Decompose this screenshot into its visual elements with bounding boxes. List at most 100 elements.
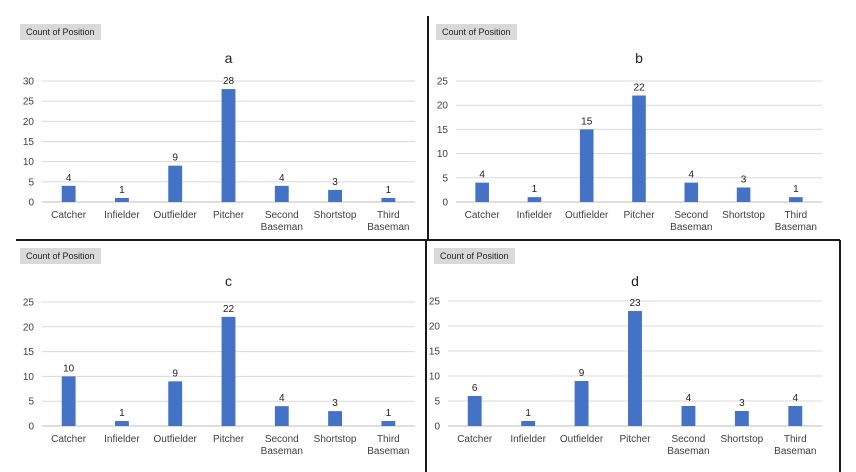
x-tick-label: Shortstop (722, 210, 765, 221)
bar (221, 89, 236, 202)
bar (381, 197, 396, 202)
y-tick-label: 20 (23, 117, 35, 128)
data-label: 22 (223, 304, 235, 315)
y-tick-label: 5 (28, 397, 34, 408)
data-label: 1 (119, 185, 125, 196)
chart-title: c (225, 273, 232, 289)
bar (521, 421, 536, 426)
data-label: 4 (793, 393, 799, 404)
chart-b-svg: b 0 5 10 15 20 25 4 Catcher 1 Infielder 15 Outfielde… (437, 50, 822, 233)
data-label: 1 (386, 408, 392, 419)
field-button[interactable]: Count of Position (20, 24, 101, 40)
data-label: 1 (793, 184, 799, 195)
bar (632, 95, 646, 202)
data-label: 23 (629, 298, 641, 309)
horizontal-divider-left (16, 239, 428, 241)
bar (221, 316, 236, 426)
bar (467, 396, 482, 426)
bar (168, 165, 183, 202)
bar (475, 182, 489, 202)
y-tick-label: 15 (23, 347, 35, 358)
data-label: 3 (332, 177, 338, 188)
x-tick-label: Second Baseman (667, 434, 709, 457)
data-label: 1 (386, 185, 392, 196)
y-tick-label: 15 (429, 347, 441, 358)
x-tick-label: Infielder (517, 210, 553, 221)
y-tick-label: 5 (434, 397, 440, 408)
y-tick-label: 20 (23, 322, 35, 333)
bar (274, 185, 289, 202)
bar (579, 129, 594, 202)
horizontal-divider-right (428, 239, 840, 241)
x-tick-label: Pitcher (619, 434, 651, 445)
x-tick-label: Third Baseman (774, 434, 816, 457)
field-button[interactable]: Count of Position (434, 248, 515, 264)
x-tick-label: Infielder (104, 434, 140, 445)
y-tick-label: 10 (429, 372, 441, 383)
y-tick-label: 15 (23, 137, 35, 148)
x-tick-label: Catcher (465, 210, 501, 221)
data-label: 3 (739, 398, 745, 409)
bar (736, 187, 751, 202)
x-tick-label: Outfielder (154, 434, 198, 445)
y-tick-label: 0 (434, 422, 440, 433)
bar (61, 376, 76, 426)
bar (168, 381, 183, 426)
data-label: 3 (741, 174, 747, 185)
bar (381, 421, 396, 426)
bar (574, 381, 589, 426)
field-button[interactable]: Count of Position (436, 24, 517, 40)
y-tick-label: 15 (437, 125, 449, 136)
data-label: 9 (579, 368, 585, 379)
x-tick-label: Outfielder (154, 210, 198, 221)
data-label: 4 (66, 173, 72, 184)
data-label: 6 (472, 383, 478, 394)
bar (115, 197, 129, 202)
chart-panel-a: Count of Position a 0 5 10 15 20 25 30 4 Catcher 1… (0, 0, 428, 240)
x-tick-label: Catcher (51, 434, 87, 445)
chart-panel-b: Count of Position b 0 5 10 15 20 25 4 Catcher 1 In… (428, 0, 856, 240)
data-label: 9 (172, 368, 178, 379)
bar (628, 311, 642, 426)
data-label: 1 (525, 408, 531, 419)
bar (328, 189, 342, 202)
data-label: 15 (581, 116, 593, 127)
x-tick-label: Pitcher (213, 434, 245, 445)
vertical-divider-top (427, 16, 429, 240)
bar (681, 406, 696, 426)
x-tick-label: Shortstop (720, 434, 763, 445)
y-tick-label: 0 (442, 198, 448, 209)
bar (61, 185, 76, 202)
chart-title: b (635, 50, 643, 66)
data-label: 9 (172, 153, 178, 164)
chart-d-svg: d 0 5 10 15 20 25 6 Catcher 1 Infielder 9 Outfielder… (429, 273, 822, 457)
x-tick-label: Third Baseman (367, 434, 409, 457)
y-tick-label: 25 (429, 297, 441, 308)
data-label: 4 (279, 173, 285, 184)
y-tick-label: 30 (23, 77, 35, 88)
bar (328, 411, 342, 426)
y-tick-label: 0 (28, 422, 34, 433)
x-tick-label: Third Baseman (367, 210, 409, 233)
x-tick-label: Second Baseman (670, 210, 712, 233)
x-tick-label: Outfielder (560, 434, 604, 445)
y-tick-label: 10 (23, 157, 35, 168)
right-border-bottom (839, 240, 841, 472)
x-tick-label: Shortstop (314, 434, 357, 445)
y-tick-label: 0 (28, 198, 34, 209)
field-button[interactable]: Count of Position (20, 248, 101, 264)
x-tick-label: Shortstop (314, 210, 357, 221)
chart-title: a (225, 50, 233, 66)
data-label: 4 (279, 393, 285, 404)
data-label: 28 (223, 76, 235, 87)
y-tick-label: 20 (437, 101, 449, 112)
bar (115, 421, 129, 426)
data-label: 4 (689, 170, 695, 181)
bar (527, 197, 542, 202)
y-tick-label: 5 (442, 173, 448, 184)
y-tick-label: 20 (429, 322, 441, 333)
y-tick-label: 25 (23, 97, 35, 108)
x-tick-label: Pitcher (213, 210, 245, 221)
x-tick-label: Infielder (510, 434, 546, 445)
data-label: 10 (63, 363, 75, 374)
